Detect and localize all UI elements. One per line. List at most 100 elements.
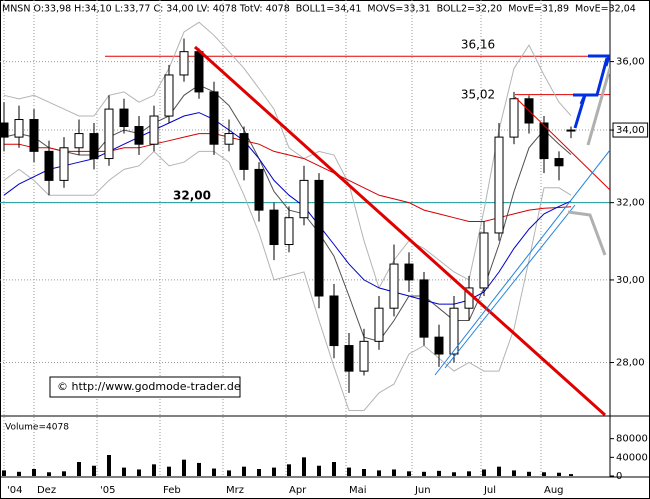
volume-bar [391,469,396,476]
indicator-line [3,21,572,290]
volume-bar [76,462,81,476]
candle-body [59,147,69,181]
x-tick-label: '04 [7,485,22,496]
candle-body [344,345,354,372]
volume-bar [496,466,501,476]
candle-body [539,122,549,160]
candle-body [284,217,294,246]
x-tick-label: Aug [544,485,564,496]
short-downtrend-line [514,96,610,191]
scenario-arrow [586,67,610,146]
volume-bar [511,470,516,476]
candle-body [299,179,309,219]
x-tick-label: Feb [163,485,181,496]
candle-body [389,263,399,309]
x-tick-label: Mrz [226,485,244,496]
candle-body [149,115,159,145]
x-tick-label: Apr [289,485,307,496]
uptrend-line [444,204,576,369]
target-arrow [573,57,609,129]
volume-bar [406,471,411,476]
indicator-line [3,112,572,305]
volume-bar [151,464,156,476]
copyright-box [49,376,241,398]
candle-body [134,126,144,145]
volume-bar [91,465,96,476]
candle-body [449,307,459,355]
volume-bar [568,474,573,476]
y-tick-label: 30,00 [616,275,645,286]
level-label: 35,02 [461,88,495,102]
volume-bar [526,471,531,476]
scenario-arrow [567,210,607,256]
volume-bar [466,471,471,476]
volume-bar [1,470,6,476]
volume-label: Volume=4078 [5,423,69,433]
candle-body [314,179,324,297]
legend-entry: MovE=32,04 [575,4,636,15]
candle-body [119,108,129,128]
x-tick-label: Jun [414,485,431,496]
volume-tick-label: 0 [616,471,622,482]
candle-body [509,98,519,138]
candle-body [329,295,339,347]
header: MNSN O:33,98 H:34,10 L:33,77 C: 34,00 LV… [2,4,290,15]
legend-entry: BOLL2=32,20 [437,4,503,15]
volume-bar [556,472,561,476]
candle-body [194,51,204,93]
candle-body [404,263,414,281]
x-tick-label: Mai [349,485,367,496]
volume-bar [301,457,306,476]
x-tick-label: Dez [37,485,56,496]
candle-body [566,129,576,132]
candle-body [104,108,114,160]
volume-bar [16,471,21,476]
volume-bar [46,472,51,476]
y-tick-label: 34,00 [616,125,645,136]
volume-bar [31,469,36,476]
y-tick-label: 36,00 [616,57,645,68]
volume-bar [121,467,126,476]
drawings [193,45,610,416]
legend-entry: MOVS=33,31 [367,4,430,15]
volume-bar [196,462,201,476]
volume-bar [376,470,381,476]
last-price-box [612,122,649,138]
candle-body [359,340,369,372]
volume-bar [436,470,441,476]
y-tick-label: 32,00 [616,198,645,209]
volume-bar [106,455,111,476]
arrow-head [588,54,610,67]
x-tick-label: Jul [483,485,496,496]
volume-bar [61,471,66,476]
volume-tick-label: 40000 [616,452,648,463]
volume-bar [241,466,246,476]
candle-body [479,232,489,289]
plot-area [0,21,610,411]
candle-body [179,51,189,76]
volume-bar [346,467,351,476]
volume-bar [541,472,546,476]
candle-body [494,136,504,234]
legend-entry: MovE=31,89 [508,4,569,15]
volume-bar [256,469,261,476]
volume-bar [451,472,456,476]
volume-bar [331,462,336,476]
volume-bar [211,468,216,476]
volume-bar [136,469,141,476]
candle-body [0,122,9,138]
x-tick-label: '05 [100,485,115,496]
candle-body [209,91,219,145]
level-label: 36,16 [461,38,495,52]
legend-entry: BOLL1=34,41 [296,4,362,15]
candle-body [89,133,99,160]
candle-body [14,119,24,138]
y-tick-label: 28,00 [616,358,645,369]
candle-body [254,168,264,211]
uptrend-line [434,149,610,376]
indicator-line [4,133,572,222]
volume-bar [226,470,231,476]
candle-body [239,133,249,170]
